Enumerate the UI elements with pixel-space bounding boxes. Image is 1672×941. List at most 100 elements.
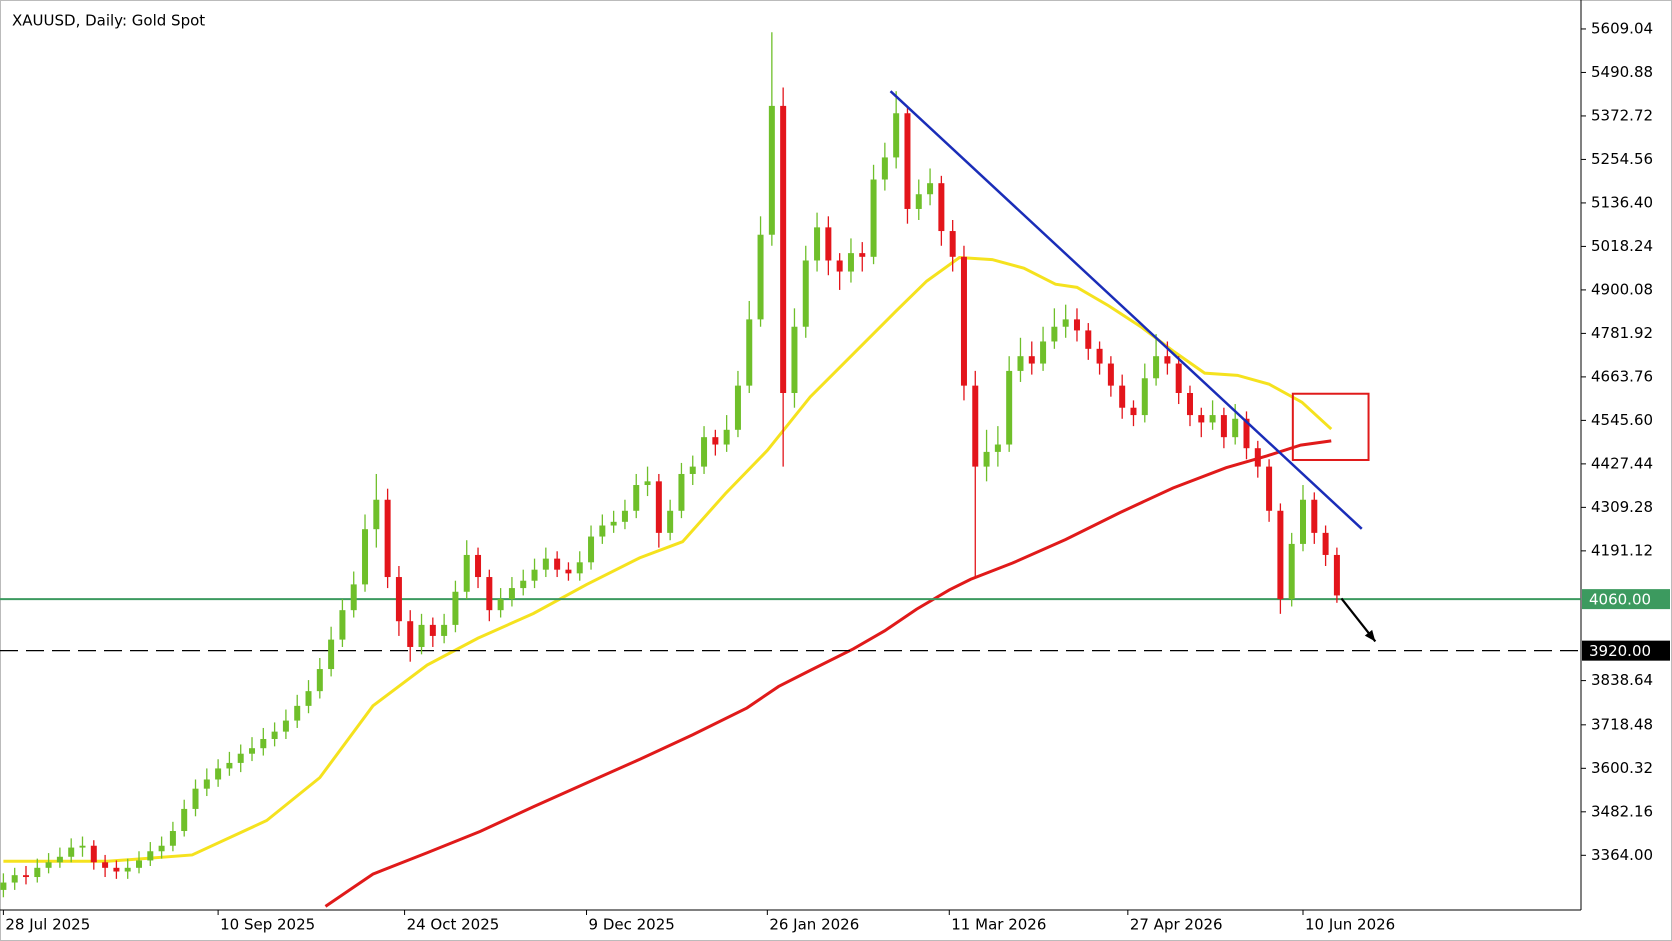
- candle-body: [169, 831, 176, 846]
- candle-body: [1085, 330, 1092, 349]
- candle-body: [90, 845, 97, 863]
- candle-body: [531, 569, 538, 581]
- candle-body: [859, 253, 866, 257]
- x-tick-label: 9 Dec 2025: [589, 916, 675, 934]
- candle-body: [395, 577, 402, 622]
- candle-body: [1266, 466, 1273, 511]
- x-tick-label: 10 Sep 2025: [220, 916, 315, 934]
- y-tick-label: 4781.92: [1591, 324, 1653, 342]
- y-tick-label: 3600.32: [1591, 759, 1653, 777]
- candle-body: [1141, 378, 1148, 416]
- candle-body: [655, 481, 662, 533]
- level-label-box: [1582, 589, 1670, 610]
- candle-body: [1243, 418, 1250, 449]
- candle-body: [825, 227, 832, 261]
- candle-body: [249, 748, 256, 754]
- candle-body: [260, 738, 267, 749]
- candle-body: [565, 569, 572, 574]
- level-label-box: [1582, 640, 1670, 661]
- y-tick-label: 3364.00: [1591, 846, 1653, 864]
- candle-body: [441, 624, 448, 636]
- candle-body: [599, 525, 606, 537]
- highlight-box: [1291, 392, 1370, 461]
- candle-body: [1017, 356, 1024, 371]
- y-tick-label: 5136.40: [1591, 193, 1653, 211]
- y-tick-label: 5609.04: [1591, 19, 1653, 37]
- moving-average: [3, 256, 1333, 863]
- candle-body: [723, 429, 730, 445]
- candle-body: [1119, 385, 1126, 408]
- candle-body: [893, 113, 900, 158]
- candle-body: [915, 194, 922, 209]
- y-tick-label: 4191.12: [1591, 541, 1653, 559]
- candle-body: [1333, 554, 1340, 596]
- trendline: [889, 90, 1363, 530]
- candle-body: [554, 558, 561, 570]
- candle-body: [102, 862, 109, 868]
- candle-body: [124, 867, 131, 872]
- candle-body: [994, 444, 1001, 452]
- x-tick-label: 28 Jul 2025: [5, 916, 90, 934]
- candle-body: [1107, 363, 1114, 386]
- candle-body: [678, 473, 685, 511]
- candle-body: [1209, 415, 1216, 423]
- candle-body: [983, 451, 990, 467]
- candle-body: [192, 788, 199, 809]
- y-tick-label: 5254.56: [1591, 150, 1653, 168]
- candle-body: [1198, 415, 1205, 423]
- candle-body: [407, 621, 414, 647]
- moving-average: [324, 439, 1332, 908]
- candle-body: [56, 856, 63, 863]
- candle-body: [621, 510, 628, 522]
- candle-body: [768, 105, 775, 235]
- candle-body: [362, 529, 369, 585]
- candle-body: [1130, 407, 1137, 416]
- candle-body: [271, 731, 278, 739]
- y-tick-label: 4545.60: [1591, 411, 1653, 429]
- candle-body: [22, 875, 29, 878]
- y-tick-label: 5372.72: [1591, 106, 1653, 124]
- candle-body: [452, 591, 459, 625]
- candle-body: [328, 639, 335, 670]
- y-tick-label: 5018.24: [1591, 237, 1653, 255]
- candle-body: [576, 562, 583, 574]
- candle-body: [1040, 341, 1047, 364]
- candle-body: [938, 183, 945, 232]
- candle-body: [1062, 319, 1069, 327]
- candle-body: [181, 808, 188, 832]
- candle-body: [1175, 363, 1182, 393]
- x-tick-label: 10 Jun 2026: [1305, 916, 1395, 934]
- candle-body: [136, 860, 143, 868]
- candle-body: [1322, 532, 1329, 555]
- candle-body: [520, 580, 527, 589]
- candle-body: [746, 319, 753, 386]
- candle-body: [45, 862, 52, 868]
- x-tick-label: 11 Mar 2026: [951, 916, 1046, 934]
- candle-body: [350, 584, 357, 611]
- candle-body: [881, 157, 888, 180]
- y-tick-label: 3482.16: [1591, 802, 1653, 820]
- candle-body: [1028, 356, 1035, 364]
- candle-body: [305, 691, 312, 706]
- candle-body: [1006, 370, 1013, 445]
- y-tick-label: 3838.64: [1591, 671, 1653, 689]
- candle-body: [780, 105, 787, 393]
- candle-body: [1096, 348, 1103, 364]
- candle-body: [757, 234, 764, 320]
- candle-body: [1051, 326, 1058, 342]
- candle-body: [1277, 510, 1284, 600]
- candle-body: [960, 256, 967, 386]
- arrow-head: [1364, 629, 1376, 642]
- candle-body: [418, 624, 425, 647]
- candle-body: [294, 705, 301, 721]
- candle-body: [11, 875, 18, 883]
- candle-body: [542, 558, 549, 570]
- candle-body: [1299, 499, 1306, 544]
- candle-body: [316, 669, 323, 692]
- candle-body: [701, 437, 708, 467]
- x-tick-label: 27 Apr 2026: [1130, 916, 1223, 934]
- candle-body: [949, 231, 956, 257]
- candle-body: [972, 385, 979, 467]
